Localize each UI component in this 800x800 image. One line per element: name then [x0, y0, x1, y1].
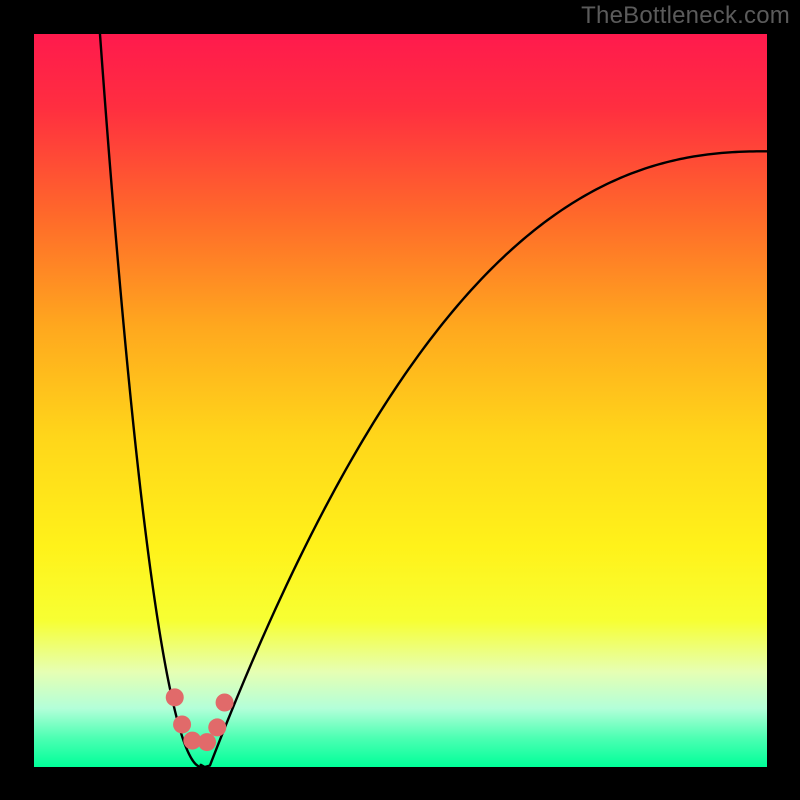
marker-point: [198, 733, 216, 751]
plot-background: [34, 34, 767, 767]
chart-canvas: TheBottleneck.com: [0, 0, 800, 800]
bottleneck-curve-chart: [0, 0, 800, 800]
marker-point: [208, 718, 226, 736]
watermark-text: TheBottleneck.com: [581, 2, 790, 30]
marker-point: [173, 715, 191, 733]
marker-point: [216, 694, 234, 712]
marker-point: [166, 688, 184, 706]
